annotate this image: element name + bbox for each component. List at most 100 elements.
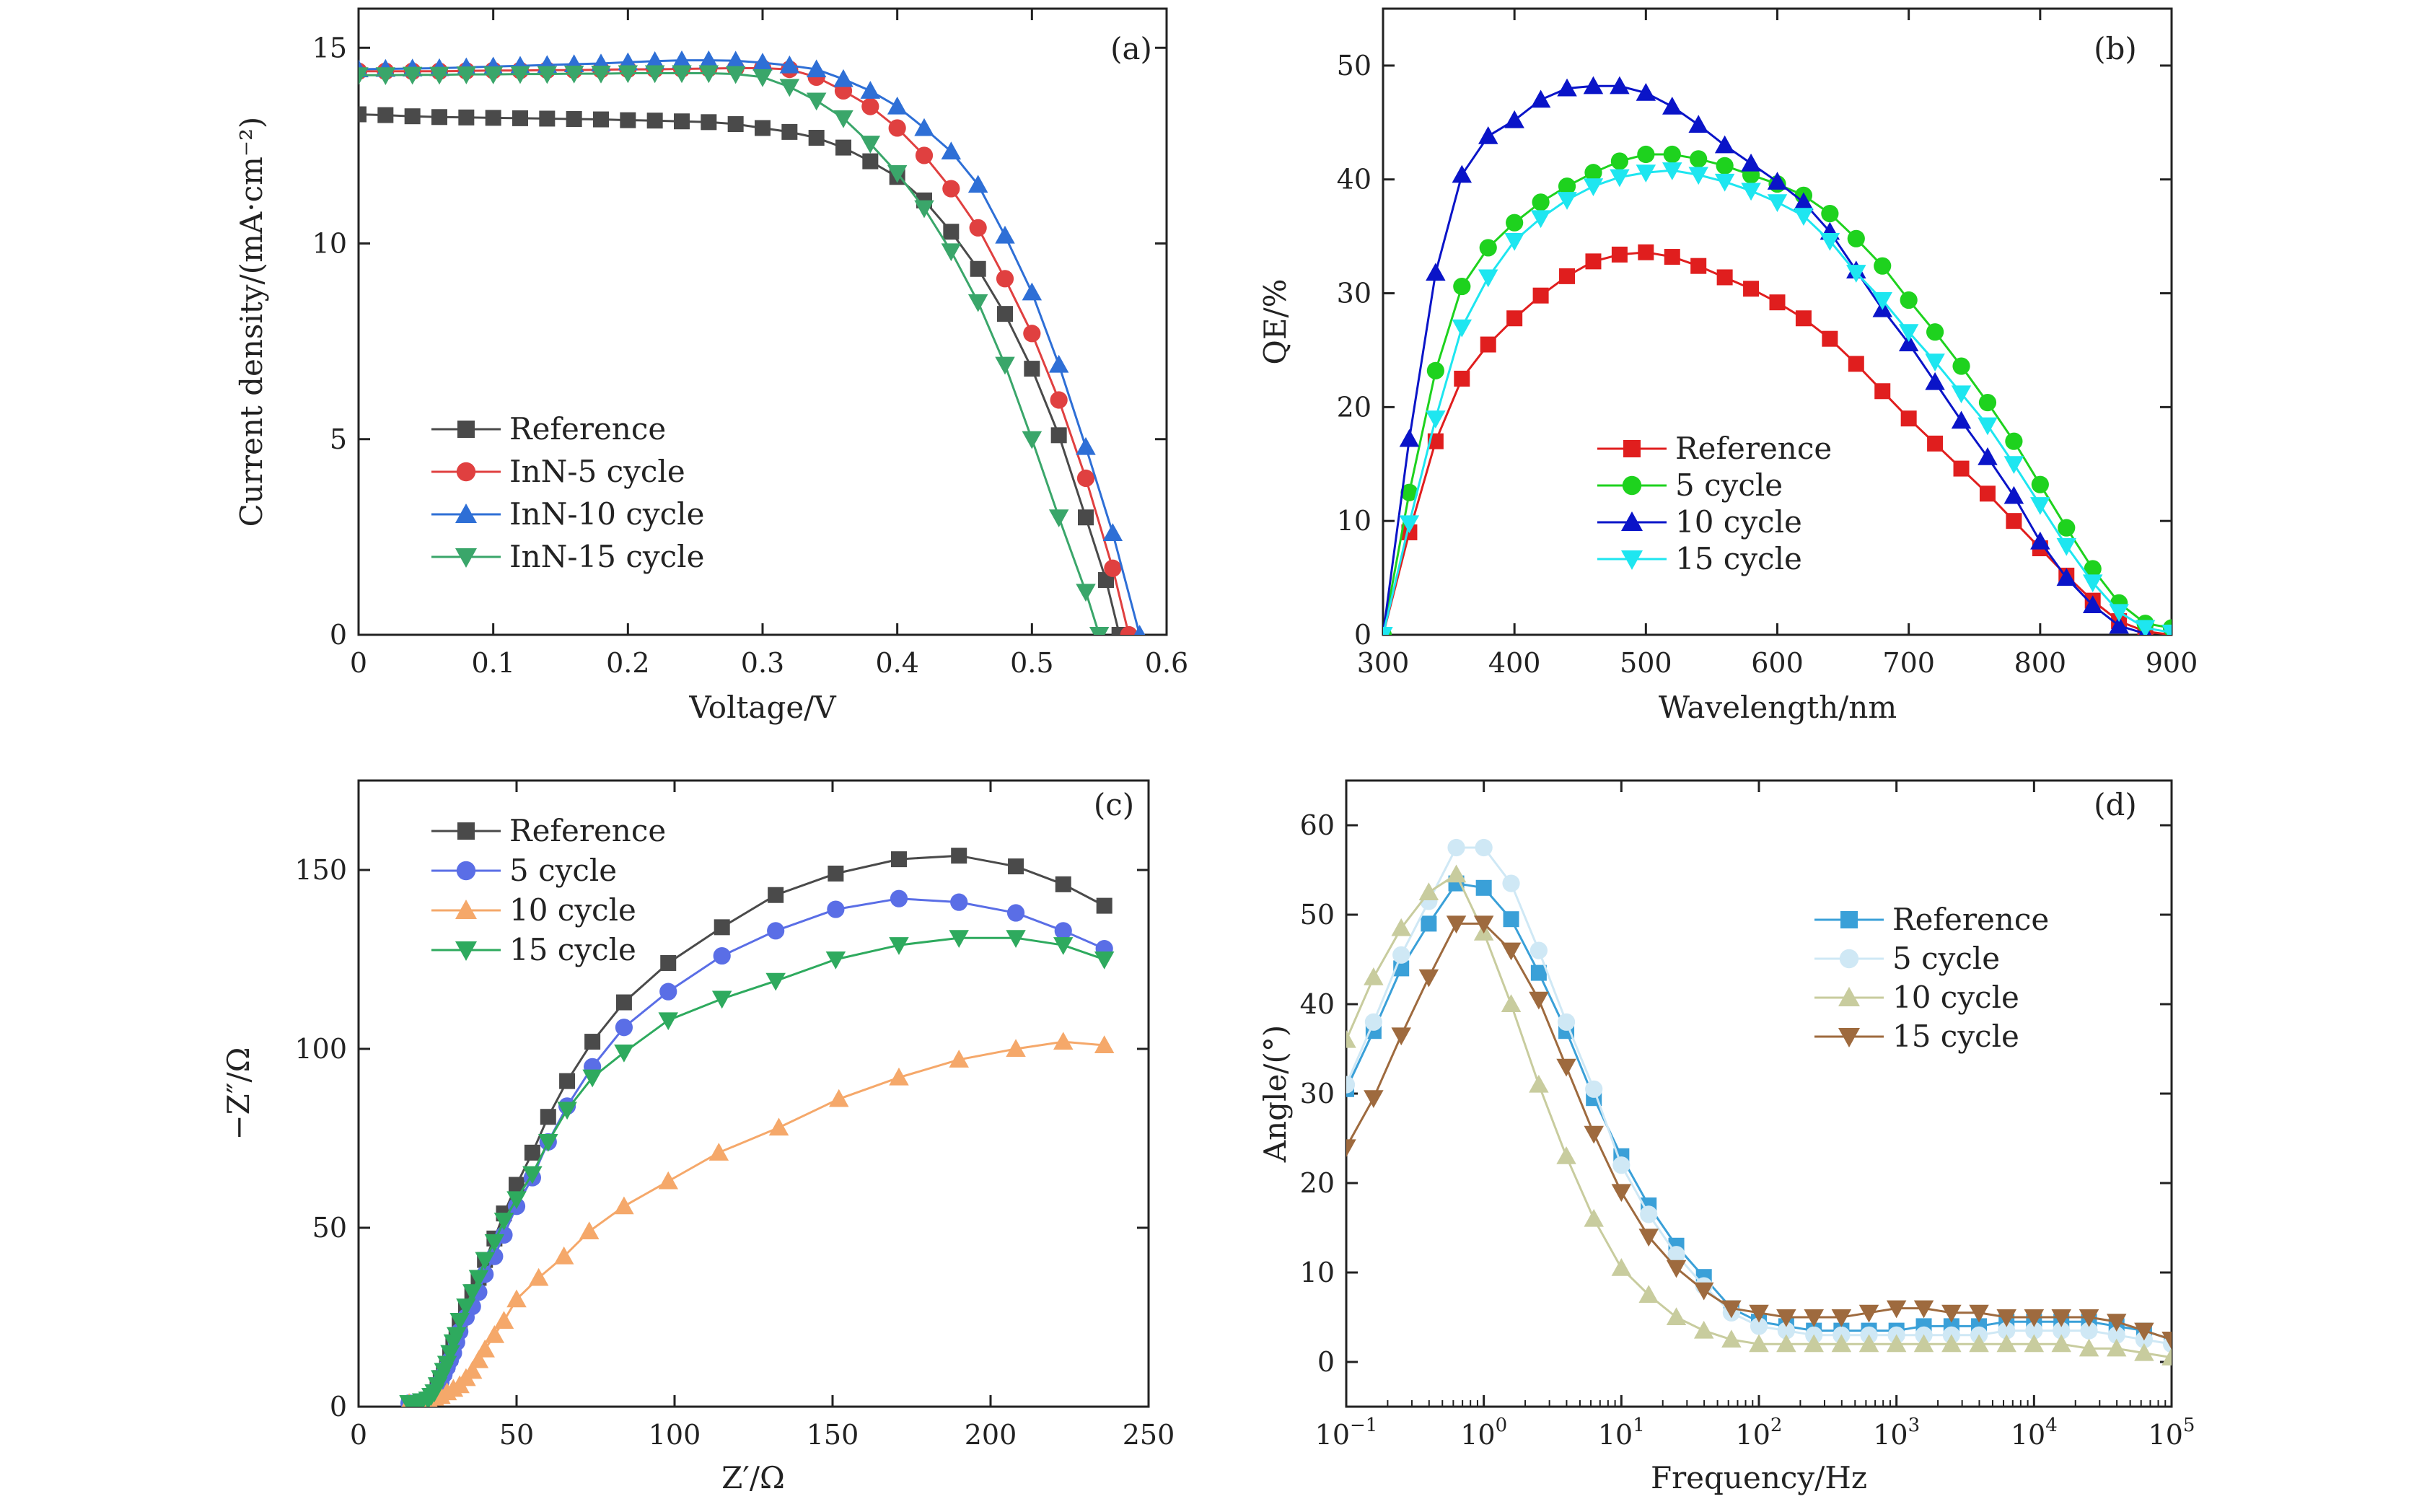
panel-d-data-point (1346, 1139, 1356, 1158)
panel-d-data-point (1776, 1309, 1796, 1327)
panel-b-data-point (1452, 319, 1472, 338)
panel-b-data-point (1822, 330, 1838, 347)
panel-d-series-3 (1346, 915, 2172, 1350)
panel-d-data-point (1831, 1334, 1852, 1353)
panel-c-data-point (1006, 1039, 1026, 1057)
panel-c-data-point (1054, 922, 1072, 940)
panel-b-data-point (1767, 194, 1788, 213)
panel-b-data-point (1690, 150, 1708, 168)
panel-c-data-point (1096, 897, 1112, 914)
panel-b-data-point (2135, 620, 2156, 635)
panel-d-y-tick-label: 10 (1300, 1257, 1335, 1288)
panel-a-data-point (512, 110, 528, 126)
panel-a-data-point (888, 119, 906, 137)
panel-a-data-point (537, 66, 558, 84)
panel-b-data-point (1426, 410, 1446, 428)
panel-d-data-point (2079, 1338, 2099, 1357)
panel-c-data-point (506, 1191, 527, 1210)
panel-c-y-tick-label: 0 (330, 1391, 347, 1423)
panel-d-data-point (1913, 1334, 1934, 1353)
panel-b-data-point (1638, 244, 1654, 260)
panel-a-data-point (1120, 625, 1138, 635)
panel-b-data-point (1767, 172, 1788, 190)
legend-label: Reference (509, 411, 666, 447)
panel-c-data-point (528, 1267, 549, 1286)
panel-d-data-point (1831, 1309, 1852, 1327)
panel-a-data-point (835, 139, 851, 156)
panel-d-data-point (1693, 1282, 1714, 1301)
panel-a-data-point (1048, 509, 1069, 527)
panel-a-data-point (646, 113, 663, 129)
panel-b-data-point (2030, 497, 2050, 515)
panel-c-legend-entry: Reference (431, 813, 666, 848)
panel-a-data-point (1022, 431, 1043, 449)
panel-a-data-point (1076, 469, 1095, 488)
panel-b-data-point (1741, 183, 1761, 201)
legend-label: InN-5 cycle (509, 454, 685, 489)
panel-d-legend-entry: 15 cycle (1814, 1019, 2019, 1054)
panel-c-data-point (468, 1270, 489, 1288)
panel-b-data-point (2056, 537, 2077, 556)
panel-b-data-point (1874, 257, 1892, 275)
panel-a-plot-frame (357, 7, 1168, 636)
panel-d-data-point (1529, 941, 1548, 959)
panel-a-data-point (672, 50, 692, 69)
panel-d-data-point (1886, 1334, 1907, 1353)
panel-c-data-point (436, 1355, 457, 1374)
panel-a-data-point (1134, 625, 1146, 635)
panel-d-x-tick-label: 102 (1736, 1415, 1783, 1451)
panel-d-data-point (1998, 1322, 2016, 1340)
panel-c-data-point (509, 1177, 525, 1193)
legend-label: 10 cycle (509, 892, 636, 928)
panel-a-x-tick-label: 0 (350, 647, 367, 679)
panel-a-legend-entry: Reference (431, 411, 666, 447)
panel-d-y-tick-label: 60 (1300, 809, 1335, 841)
panel-c-data-point (713, 946, 731, 965)
panel-a-data-point (510, 66, 530, 84)
panel-d-data-point (2161, 1332, 2172, 1350)
panel-c-data-point (711, 990, 732, 1009)
panel-c-data-point (1094, 951, 1115, 970)
panel-d-series-0 (1346, 875, 2172, 1348)
panel-b-data-point (1400, 483, 1418, 501)
panel-c-data-point (468, 1350, 489, 1368)
panel-b-x-tick-label: 500 (1620, 647, 1672, 679)
panel-a-data-point (1024, 361, 1040, 377)
panel-d-data-point (2024, 1309, 2045, 1327)
panel-c-data-point (714, 919, 730, 936)
legend-label: Reference (1892, 902, 2049, 937)
panel-a-data-point (1050, 391, 1068, 409)
panel-c-data-point (553, 1246, 574, 1265)
panel-a-data-point (1102, 523, 1123, 541)
panel-b-legend-entry: 10 cycle (1597, 504, 1802, 540)
panel-c-data-point (484, 1325, 505, 1343)
panel-c-data-point (827, 900, 845, 918)
panel-b-data-point (1925, 353, 1945, 372)
panel-d-label: (d) (2094, 787, 2137, 822)
panel-b-data-point (1610, 152, 1628, 170)
panel-a-data-point (860, 81, 881, 99)
panel-d-y-tick-label: 50 (1300, 899, 1335, 931)
panel-a-data-point (943, 224, 960, 240)
panel-b-data-point (1383, 627, 1393, 635)
panel-a-data-point (402, 66, 423, 85)
panel-a-data-point (781, 123, 798, 140)
panel-a-data-point (375, 67, 396, 85)
panel-d-data-point (1749, 1304, 1769, 1323)
panel-b-y-tick-label: 50 (1337, 50, 1371, 82)
panel-a-data-point (620, 112, 636, 128)
panel-c-data-point (659, 983, 677, 1001)
panel-c-data-point (493, 1311, 514, 1329)
panel-d-x-tick-label: 101 (1598, 1415, 1645, 1451)
panel-d-data-point (1392, 946, 1410, 964)
panel-d-data-point (2079, 1309, 2099, 1327)
panel-b-data-point (2084, 560, 2102, 578)
panel-b-data-point (2161, 624, 2172, 635)
legend-marker (1623, 440, 1641, 457)
panel-d-data-point (1667, 1246, 1685, 1264)
panel-d-x-tick-label: 104 (2011, 1415, 2058, 1451)
panel-c-data-point (615, 994, 632, 1011)
panel-a-x-tick-label: 0.6 (1145, 647, 1188, 679)
panel-a-data-point (618, 65, 638, 84)
legend-label: 10 cycle (1675, 504, 1802, 540)
